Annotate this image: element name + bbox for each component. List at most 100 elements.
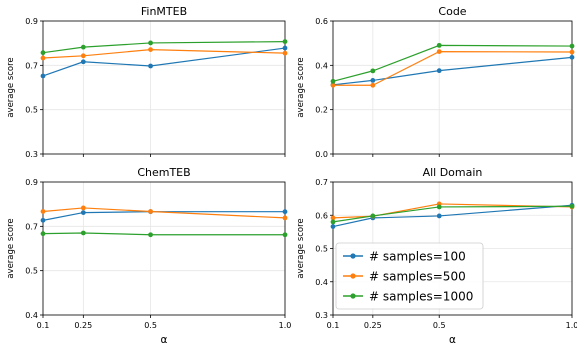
panel-code-series-samples-500-point <box>370 82 376 88</box>
panel-all-domain-xtick-label: 1.0 <box>566 321 577 330</box>
panel-chemteb-xlabel: α <box>161 334 168 345</box>
panel-finmteb: 0.3 0.5 0.7 0.9 FinMTEB average score <box>6 5 288 159</box>
panel-finmteb-frame <box>42 20 286 155</box>
panel-chemteb-xtick-label: 0.1 <box>37 321 50 330</box>
panel-chemteb-ytick-label: 0.4 <box>25 311 38 320</box>
panel-code-title: Code <box>438 5 466 18</box>
legend-swatch-marker <box>350 253 356 259</box>
panel-code-series-samples-500-point <box>569 49 575 55</box>
panel-all-domain-series-samples-500-line <box>332 203 573 219</box>
panel-finmteb-series-samples-1000-point <box>80 44 86 50</box>
panel-all-domain-xtick-label: 0.25 <box>364 321 382 330</box>
panel-all-domain-ytick-label: 0.6 <box>315 211 328 220</box>
panel-all-domain-title: All Domain <box>423 166 483 179</box>
panel-chemteb-series-samples-500-line <box>42 207 286 219</box>
panel-chemteb-ylabel: average score <box>6 218 16 278</box>
legend-swatch-marker <box>350 293 356 299</box>
panel-all-domain-series-samples-100-point <box>330 224 336 229</box>
panel-finmteb-series-samples-100-point <box>80 59 86 65</box>
panel-all-domain-xtick-label: 0.1 <box>327 321 340 330</box>
panel-finmteb-series-samples-500-point <box>148 47 153 52</box>
panel-finmteb-title: FinMTEB <box>141 5 187 18</box>
panel-chemteb-title: ChemTEB <box>137 166 190 179</box>
legend: # samples=100 # samples=500 # samples=1000 <box>335 242 484 310</box>
panel-chemteb-series-samples-100-point <box>282 209 288 215</box>
panel-code-series-samples-1000-point <box>569 43 575 49</box>
panel-finmteb-ytick-label: 0.5 <box>25 106 38 115</box>
panel-finmteb-ytick-label: 0.3 <box>25 150 38 159</box>
panel-finmteb-series-samples-100-point <box>40 73 46 79</box>
panel-code-ytick-label: 0.2 <box>315 106 328 115</box>
panel-finmteb-ytick-label: 0.7 <box>25 61 38 70</box>
panel-finmteb-series-samples-100-point <box>282 45 288 51</box>
panel-code-series-samples-1000-point <box>436 42 442 48</box>
panel-chemteb-series-samples-1000-point <box>282 232 288 238</box>
panel-chemteb-series-samples-1000-line <box>42 232 285 236</box>
panel-code-series-samples-500-line <box>333 50 573 86</box>
panel-chemteb-series-samples-1000-point <box>80 230 86 236</box>
panel-chemteb-frame <box>42 181 286 316</box>
panel-finmteb-series-samples-1000-point <box>282 39 288 45</box>
panel-finmteb-series-samples-100-line <box>42 47 286 77</box>
panel-chemteb-series-samples-100-point <box>40 217 46 223</box>
panel-chemteb-xtick-label: 0.25 <box>74 321 92 330</box>
panel-all-domain-series-samples-1000-line <box>332 205 573 223</box>
panel-finmteb-series-samples-500-point <box>40 55 46 61</box>
panel-code-ylabel: average score <box>296 57 306 117</box>
panel-code-frame <box>332 20 573 155</box>
panel-all-domain-ytick-label: 0.4 <box>315 278 328 287</box>
panel-all-domain-ylabel: average score <box>296 218 306 278</box>
panel-finmteb-series-samples-100-point <box>148 63 153 69</box>
panel-all-domain-series-samples-500-point <box>330 215 336 221</box>
legend-entry-samples-100: # samples=100 <box>369 250 466 264</box>
panel-chemteb-series-samples-500-point <box>80 205 86 211</box>
panel-all-domain-series-samples-1000-point <box>370 213 376 219</box>
panel-code-series-samples-100-point <box>436 68 442 74</box>
panel-chemteb-series-samples-100-point <box>80 210 86 215</box>
panel-finmteb-ytick-label: 0.9 <box>25 17 38 26</box>
panel-code: 0.0 0.2 0.4 0.6 Code average score <box>296 5 575 159</box>
panel-code-series-samples-100-point <box>569 54 575 60</box>
panel-code-ytick-label: 0.4 <box>315 61 328 70</box>
panel-code-series-samples-100-point <box>370 78 376 83</box>
panel-chemteb-series-samples-1000-point <box>40 231 46 237</box>
panel-chemteb-series-samples-1000-point <box>148 232 153 238</box>
panel-chemteb: 0.4 0.5 0.7 0.9 0.1 0.25 0.5 1.0 ChemTEB average … <box>6 166 292 346</box>
panel-all-domain-series-samples-100-line <box>332 204 573 228</box>
panel-chemteb-xtick-label: 0.5 <box>144 321 157 330</box>
legend-swatch-marker <box>350 273 356 279</box>
panel-finmteb-series-samples-1000-point <box>40 50 46 56</box>
panel-finmteb-ylabel: average score <box>6 57 16 117</box>
panel-chemteb-series-samples-500-point <box>282 215 288 221</box>
panel-code-series-samples-500-point <box>330 82 336 88</box>
panel-code-series-samples-500-point <box>436 49 442 54</box>
panel-chemteb-xtick-label: 1.0 <box>279 321 292 330</box>
panel-code-ytick-label: 0.6 <box>315 17 328 26</box>
legend-box <box>335 242 484 310</box>
panel-all-domain-xlabel: α <box>449 334 456 345</box>
panel-chemteb-ytick-label: 0.7 <box>25 222 38 231</box>
panel-code-series-samples-100-line <box>332 56 573 86</box>
legend-entry-samples-500: # samples=500 <box>369 270 466 284</box>
panel-all-domain-xtick-label: 0.5 <box>433 321 446 330</box>
panel-finmteb-series-samples-1000-point <box>148 40 153 46</box>
panel-all-domain-series-samples-1000-point <box>569 203 575 209</box>
panel-finmteb-series-samples-500-point <box>282 50 288 56</box>
panel-all-domain-ytick-label: 0.7 <box>315 178 328 187</box>
panel-chemteb-ytick-label: 0.5 <box>25 267 38 276</box>
panel-all-domain-series-samples-1000-point <box>330 219 336 225</box>
panel-code-series-samples-1000-point <box>370 68 376 74</box>
panel-chemteb-series-samples-100-line <box>42 211 285 221</box>
panel-all-domain-series-samples-100-point <box>436 213 442 219</box>
legend-entry-samples-1000: # samples=1000 <box>369 290 473 304</box>
panel-code-ytick-label: 0.0 <box>315 150 328 159</box>
panel-finmteb-series-samples-500-line <box>42 48 286 59</box>
panel-chemteb-series-samples-500-point <box>148 209 153 214</box>
panel-chemteb-series-samples-500-point <box>40 209 46 214</box>
panel-finmteb-series-samples-1000-line <box>42 41 286 54</box>
panel-all-domain-series-samples-1000-point <box>436 204 442 210</box>
panel-all-domain-ytick-label: 0.5 <box>315 245 328 254</box>
panel-all-domain-ytick-label: 0.3 <box>315 311 328 320</box>
panel-code-series-samples-1000-line <box>332 44 573 82</box>
